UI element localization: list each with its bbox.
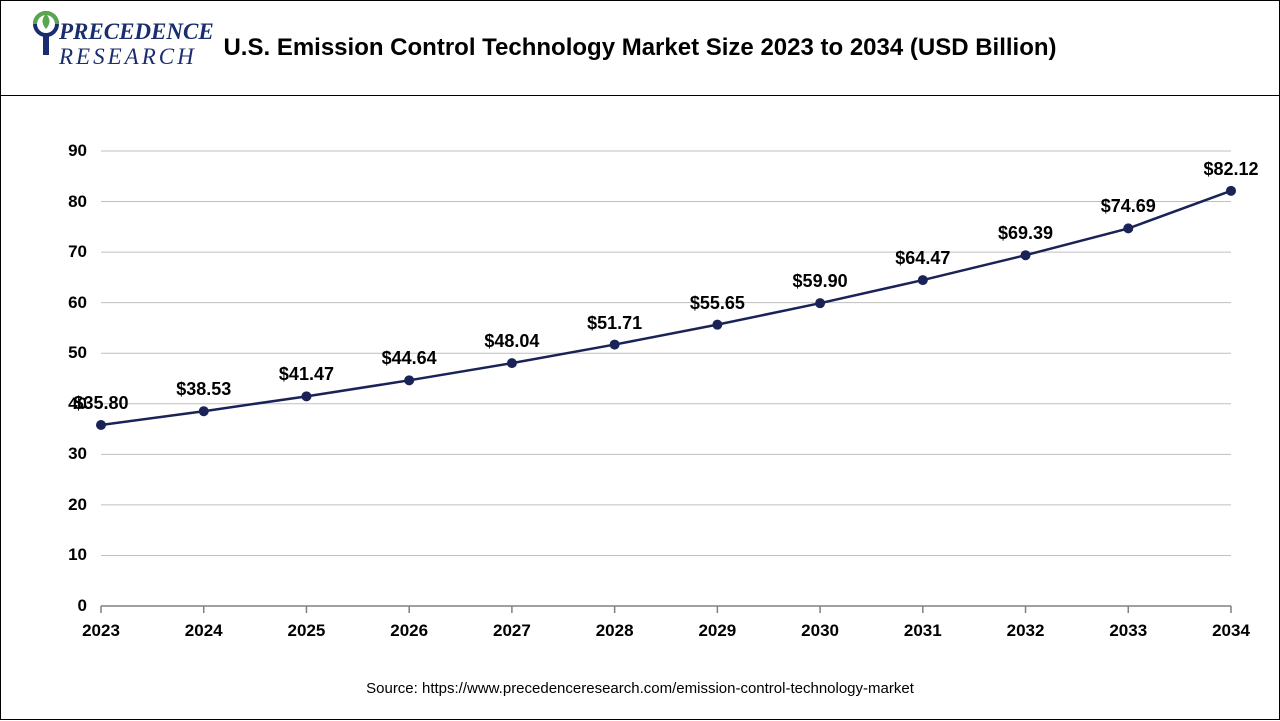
y-tick-label: 30 [37, 444, 87, 464]
x-tick-label: 2025 [288, 621, 326, 641]
data-point-label: $55.65 [690, 293, 745, 314]
header: PRECEDENCE RESEARCH U.S. Emission Contro… [1, 1, 1279, 96]
y-tick-label: 50 [37, 343, 87, 363]
source-text: Source: https://www.precedenceresearch.c… [1, 680, 1279, 697]
y-tick-label: 90 [37, 141, 87, 161]
logo-text-2: RESEARCH [58, 44, 197, 69]
logo-text-1: PRECEDENCE [58, 19, 214, 44]
data-point-label: $51.71 [587, 313, 642, 334]
y-tick-label: 70 [37, 242, 87, 262]
data-point-label: $59.90 [793, 271, 848, 292]
x-tick-label: 2032 [1007, 621, 1045, 641]
data-point-label: $35.80 [73, 393, 128, 414]
data-point-label: $41.47 [279, 364, 334, 385]
chart-area: 0102030405060708090 20232024202520262027… [1, 96, 1279, 719]
data-point-label: $64.47 [895, 248, 950, 269]
data-point-label: $74.69 [1101, 196, 1156, 217]
y-tick-label: 80 [37, 192, 87, 212]
y-tick-label: 60 [37, 293, 87, 313]
brand-logo: PRECEDENCE RESEARCH [26, 9, 226, 92]
x-tick-label: 2023 [82, 621, 120, 641]
data-point-label: $38.53 [176, 379, 231, 400]
x-tick-label: 2029 [698, 621, 736, 641]
data-point-label: $48.04 [484, 331, 539, 352]
x-tick-label: 2024 [185, 621, 223, 641]
x-tick-label: 2034 [1212, 621, 1250, 641]
y-tick-label: 0 [37, 596, 87, 616]
x-tick-label: 2026 [390, 621, 428, 641]
chart-frame: PRECEDENCE RESEARCH U.S. Emission Contro… [0, 0, 1280, 720]
x-tick-label: 2031 [904, 621, 942, 641]
y-tick-label: 10 [37, 545, 87, 565]
x-tick-label: 2033 [1109, 621, 1147, 641]
data-point-label: $69.39 [998, 223, 1053, 244]
x-tick-label: 2030 [801, 621, 839, 641]
logo-icon [35, 13, 57, 55]
data-point-label: $44.64 [382, 348, 437, 369]
data-point-label: $82.12 [1203, 159, 1258, 180]
x-tick-label: 2027 [493, 621, 531, 641]
x-tick-label: 2028 [596, 621, 634, 641]
y-tick-label: 20 [37, 495, 87, 515]
